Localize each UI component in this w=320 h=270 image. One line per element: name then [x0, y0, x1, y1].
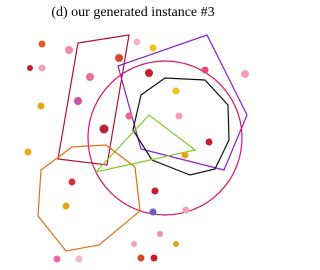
- flower: [100, 125, 109, 134]
- flower: [39, 41, 46, 48]
- pentagon: [118, 35, 247, 170]
- flower: [76, 256, 83, 263]
- flower: [63, 203, 70, 210]
- flower: [54, 256, 61, 263]
- flower: [131, 241, 137, 247]
- flower: [206, 139, 213, 146]
- caption: (d) our generated instance #3: [51, 5, 214, 20]
- flower: [39, 65, 46, 72]
- flower: [151, 255, 158, 262]
- flower: [176, 113, 183, 120]
- flower: [202, 67, 209, 74]
- flower: [150, 209, 157, 216]
- flower: [126, 113, 133, 120]
- figure: (d) our generated instance #3: [0, 0, 267, 270]
- flower: [69, 179, 76, 186]
- flower: [86, 73, 94, 81]
- flower: [145, 69, 153, 77]
- flower: [157, 231, 163, 237]
- flower: [182, 152, 189, 159]
- flower: [152, 188, 159, 195]
- octagon: [38, 145, 140, 251]
- flower: [173, 241, 179, 247]
- flower: [138, 255, 145, 262]
- flower: [74, 97, 82, 105]
- shapes: [38, 35, 247, 251]
- flower: [134, 39, 141, 46]
- page: (d) our generated instance #3: [0, 0, 267, 270]
- flower: [150, 45, 157, 52]
- flower: [38, 103, 45, 110]
- flower: [65, 46, 73, 54]
- flower: [173, 88, 180, 95]
- flower: [115, 54, 123, 62]
- flower: [25, 149, 32, 156]
- flowers: [25, 39, 250, 263]
- flower: [183, 207, 190, 214]
- flower: [27, 65, 33, 71]
- flower: [241, 70, 249, 78]
